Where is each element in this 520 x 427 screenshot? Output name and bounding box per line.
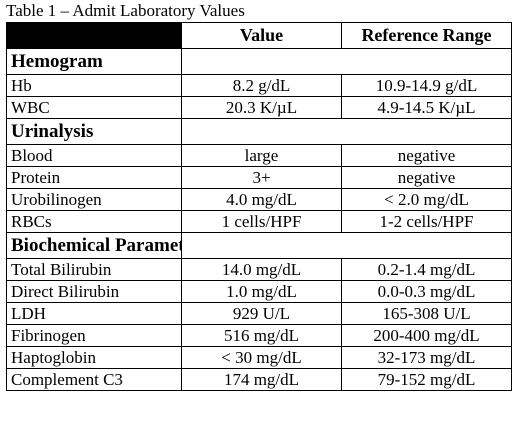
table-row: LDH 929 U/L 165-308 U/L (6, 302, 512, 325)
header-row: Value Reference Range (6, 22, 512, 49)
reference-range-cell: 200-400 mg/dL (341, 324, 512, 347)
header-reference-range: Reference Range (341, 22, 512, 49)
section-row: Urinalysis (6, 118, 512, 145)
section-empty-cell (181, 118, 512, 145)
table-row: WBC 20.3 K/µL 4.9-14.5 K/µL (6, 96, 512, 119)
value-cell: 1.0 mg/dL (181, 280, 342, 303)
test-name-cell: Urobilinogen (6, 188, 182, 211)
reference-range-cell: 165-308 U/L (341, 302, 512, 325)
value-cell: 14.0 mg/dL (181, 258, 342, 281)
section-title: Urinalysis (6, 118, 182, 145)
test-name-cell: Complement C3 (6, 368, 182, 391)
test-name-cell: LDH (6, 302, 182, 325)
table-row: Urobilinogen 4.0 mg/dL < 2.0 mg/dL (6, 188, 512, 211)
table-row: Complement C3 174 mg/dL 79-152 mg/dL (6, 368, 512, 391)
test-name-cell: Blood (6, 144, 182, 167)
table-row: Direct Bilirubin 1.0 mg/dL 0.0-0.3 mg/dL (6, 280, 512, 303)
section-row: Biochemical Parameters (6, 232, 512, 259)
reference-range-cell: 32-173 mg/dL (341, 346, 512, 369)
reference-range-cell: 0.0-0.3 mg/dL (341, 280, 512, 303)
section-empty-cell (181, 232, 512, 259)
reference-range-cell: 0.2-1.4 mg/dL (341, 258, 512, 281)
test-name-cell: Hb (6, 74, 182, 97)
reference-range-cell: 1-2 cells/HPF (341, 210, 512, 233)
test-name-cell: RBCs (6, 210, 182, 233)
section-title: Hemogram (6, 48, 182, 75)
reference-range-cell: 4.9-14.5 K/µL (341, 96, 512, 119)
table-row: RBCs 1 cells/HPF 1-2 cells/HPF (6, 210, 512, 233)
test-name-cell: Haptoglobin (6, 346, 182, 369)
value-cell: 174 mg/dL (181, 368, 342, 391)
test-name-cell: WBC (6, 96, 182, 119)
table-row: Haptoglobin < 30 mg/dL 32-173 mg/dL (6, 346, 512, 369)
reference-range-cell: negative (341, 166, 512, 189)
value-cell: 8.2 g/dL (181, 74, 342, 97)
test-name-cell: Total Bilirubin (6, 258, 182, 281)
value-cell: 4.0 mg/dL (181, 188, 342, 211)
value-cell: 3+ (181, 166, 342, 189)
table-body: Hemogram Hb 8.2 g/dL 10.9-14.9 g/dL WBC 20.3 … (6, 48, 512, 391)
table-row: Protein 3+ negative (6, 166, 512, 189)
table-row: Fibrinogen 516 mg/dL 200-400 mg/dL (6, 324, 512, 347)
table-caption: Table 1 – Admit Laboratory Values (6, 1, 245, 20)
header-blank-cell (6, 22, 182, 49)
section-empty-cell (181, 48, 512, 75)
section-row: Hemogram (6, 48, 512, 75)
value-cell: < 30 mg/dL (181, 346, 342, 369)
value-cell: 20.3 K/µL (181, 96, 342, 119)
value-cell: large (181, 144, 342, 167)
section-title: Biochemical Parameters (6, 232, 182, 259)
table-row: Blood large negative (6, 144, 512, 167)
reference-range-cell: negative (341, 144, 512, 167)
reference-range-cell: 10.9-14.9 g/dL (341, 74, 512, 97)
lab-values-table: Value Reference Range Hemogram Hb 8.2 g/dL… (6, 22, 512, 391)
reference-range-cell: < 2.0 mg/dL (341, 188, 512, 211)
value-cell: 929 U/L (181, 302, 342, 325)
value-cell: 1 cells/HPF (181, 210, 342, 233)
header-value: Value (181, 22, 342, 49)
test-name-cell: Fibrinogen (6, 324, 182, 347)
test-name-cell: Direct Bilirubin (6, 280, 182, 303)
table-row: Hb 8.2 g/dL 10.9-14.9 g/dL (6, 74, 512, 97)
reference-range-cell: 79-152 mg/dL (341, 368, 512, 391)
table-row: Total Bilirubin 14.0 mg/dL 0.2-1.4 mg/dL (6, 258, 512, 281)
test-name-cell: Protein (6, 166, 182, 189)
value-cell: 516 mg/dL (181, 324, 342, 347)
